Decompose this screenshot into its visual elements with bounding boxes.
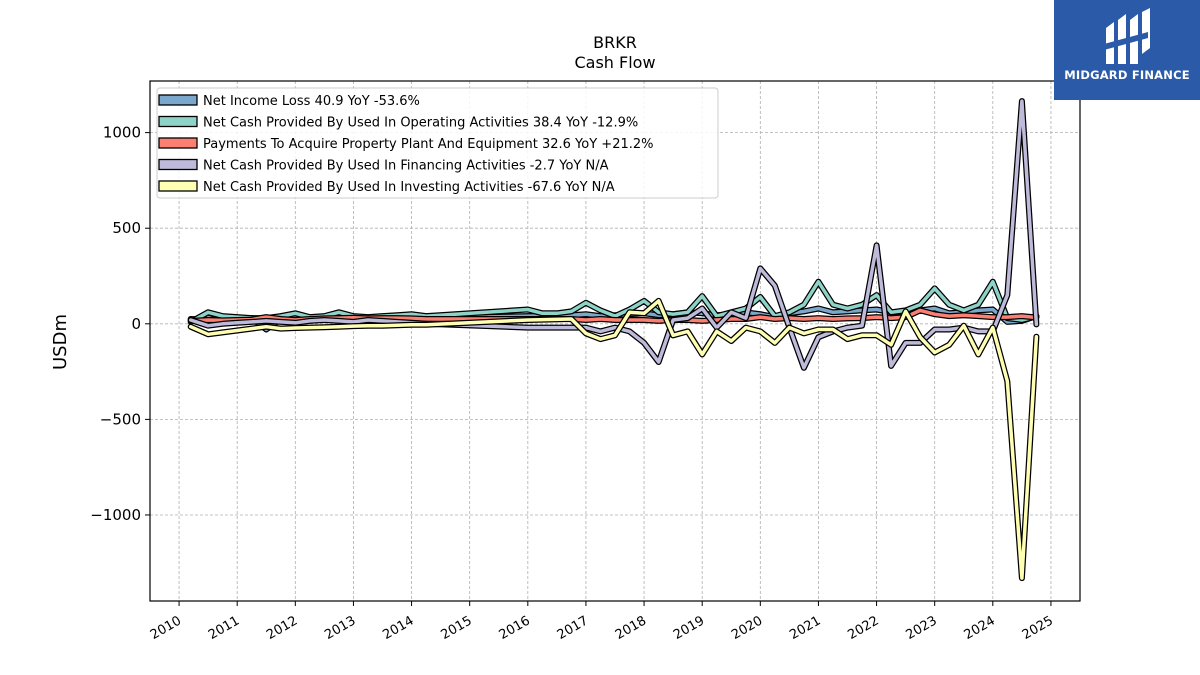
legend-label: Net Cash Provided By Used In Operating A… bbox=[203, 116, 638, 131]
legend-swatch bbox=[158, 158, 198, 171]
y-tick-label: 1000 bbox=[103, 124, 141, 142]
series-line bbox=[188, 99, 1039, 370]
legend-label: Net Income Loss 40.9 YoY -53.6% bbox=[203, 94, 420, 109]
legend-label: Net Cash Provided By Used In Financing A… bbox=[203, 159, 609, 174]
y-axis-label: USDm bbox=[50, 314, 71, 370]
plot-area-frame bbox=[149, 80, 1081, 602]
midgard-logo-icon bbox=[1104, 8, 1150, 64]
legend-label: Payments To Acquire Property Plant And E… bbox=[203, 137, 654, 152]
legend-swatch bbox=[158, 115, 198, 128]
legend: Net Income Loss 40.9 YoY -53.6% Net Cash … bbox=[156, 87, 719, 199]
legend-swatch bbox=[158, 137, 198, 149]
chart-title: BRKR bbox=[593, 33, 637, 52]
legend-label: Net Cash Provided By Used In Investing A… bbox=[203, 180, 615, 195]
chart-subtitle: Cash Flow bbox=[574, 53, 655, 72]
legend-box bbox=[156, 87, 719, 199]
series-group bbox=[187, 98, 1040, 582]
legend-swatch bbox=[158, 180, 198, 192]
legend-swatch bbox=[158, 94, 198, 106]
brand-logo bbox=[1054, 0, 1200, 100]
series-line bbox=[188, 299, 1039, 580]
y-tick-label: −1000 bbox=[90, 506, 141, 524]
brand-name: MIDGARD FINANCE bbox=[1064, 68, 1190, 82]
y-tick-label: 500 bbox=[112, 219, 141, 237]
y-tick-label: 0 bbox=[131, 315, 141, 333]
y-tick-label: −500 bbox=[100, 410, 141, 428]
